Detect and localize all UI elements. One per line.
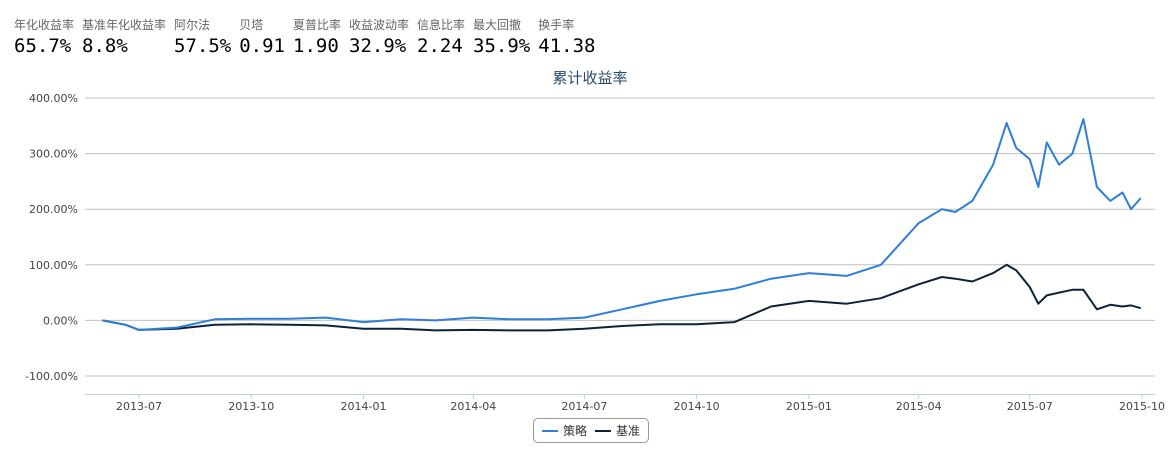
metric-label: 收益波动率 xyxy=(349,18,410,32)
metric-label: 基准年化收益率 xyxy=(82,18,167,32)
x-tick-label: 2015-07 xyxy=(1007,400,1053,413)
metric-label: 信息比率 xyxy=(417,18,466,32)
chart-legend: 策略 基准 xyxy=(533,418,650,443)
metric-value: 1.90 xyxy=(293,35,339,57)
legend-item-benchmark[interactable]: 基准 xyxy=(595,422,640,439)
legend-swatch xyxy=(542,429,558,432)
metric-value: 32.9% xyxy=(349,35,407,57)
metric-label: 年化收益率 xyxy=(14,18,75,32)
x-tick-label: 2013-10 xyxy=(228,400,274,413)
y-tick-label: -100.00% xyxy=(25,370,78,383)
series-line-benchmark xyxy=(102,263,1142,332)
legend-label: 策略 xyxy=(563,424,588,438)
metric-label: 贝塔 xyxy=(239,18,264,32)
metric-value: 41.38 xyxy=(538,35,596,57)
legend-swatch xyxy=(595,429,612,432)
legend-item-strategy[interactable]: 策略 xyxy=(542,422,587,439)
x-tick-label: 2015-01 xyxy=(786,400,832,413)
metric-value: 65.7% xyxy=(14,35,72,57)
metric: 年化收益率 65.7% xyxy=(14,16,74,57)
x-tick-label: 2013-07 xyxy=(116,400,162,413)
x-tick-label: 2014-07 xyxy=(561,400,607,413)
metric: 阿尔法 57.5% xyxy=(174,16,231,57)
y-tick-label: 100.00% xyxy=(29,259,78,272)
x-tick-label: 2014-04 xyxy=(450,400,496,413)
legend-label: 基准 xyxy=(616,424,641,438)
metric-label: 阿尔法 xyxy=(174,18,211,32)
y-tick-label: 400.00% xyxy=(29,92,78,105)
metric-label: 夏普比率 xyxy=(293,18,342,32)
metric-value: 0.91 xyxy=(239,35,285,57)
y-tick-label: 200.00% xyxy=(29,203,78,216)
metric-value: 2.24 xyxy=(417,35,463,57)
series-line-strategy xyxy=(102,118,1142,331)
metric-value: 57.5% xyxy=(174,35,232,57)
y-tick-label: 0.00% xyxy=(43,314,78,327)
x-tick-label: 2014-01 xyxy=(341,400,387,413)
metric: 夏普比率 1.90 xyxy=(293,16,341,57)
x-tick-label: 2015-04 xyxy=(896,400,942,413)
metric: 信息比率 2.24 xyxy=(417,16,465,57)
metric: 最大回撤 35.9% xyxy=(473,16,530,57)
metric-label: 换手率 xyxy=(538,18,575,32)
chart-title: 累计收益率 xyxy=(552,69,627,87)
metrics-bar: 年化收益率 65.7% 基准年化收益率 8.8% 阿尔法 57.5% 贝塔 0.91 夏普比率 1… xyxy=(14,16,603,57)
metric-label: 最大回撤 xyxy=(473,18,522,32)
metric-value: 35.9% xyxy=(473,35,531,57)
metric: 换手率 41.38 xyxy=(538,16,595,57)
metric: 基准年化收益率 8.8% xyxy=(82,16,166,57)
metric: 贝塔 0.91 xyxy=(239,16,285,57)
x-tick-label: 2015-10 xyxy=(1119,400,1165,413)
y-tick-label: 300.00% xyxy=(29,148,78,161)
metric-value: 8.8% xyxy=(82,35,128,57)
x-tick-label: 2014-10 xyxy=(674,400,720,413)
metric: 收益波动率 32.9% xyxy=(349,16,409,57)
